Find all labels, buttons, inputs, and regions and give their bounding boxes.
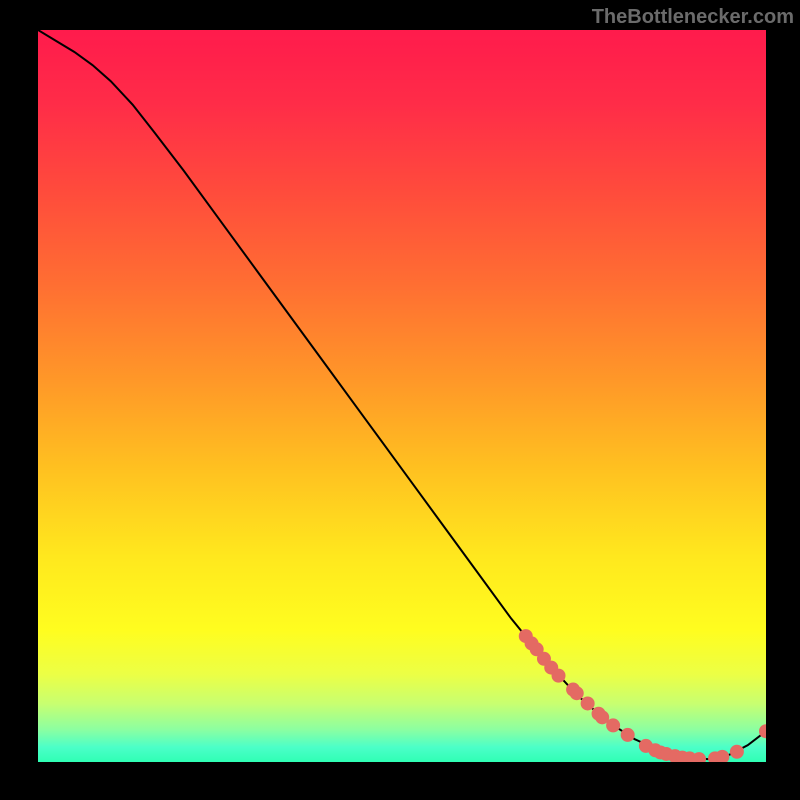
watermark-text: TheBottlenecker.com xyxy=(592,6,794,29)
chart-container: TheBottlenecker.com xyxy=(0,0,800,800)
data-marker xyxy=(621,728,634,741)
plot-area xyxy=(38,30,766,762)
data-marker xyxy=(552,669,565,682)
data-marker xyxy=(581,697,594,710)
data-marker xyxy=(716,750,729,762)
data-marker xyxy=(730,745,743,758)
bottleneck-curve xyxy=(38,30,766,759)
data-marker xyxy=(570,687,583,700)
chart-overlay xyxy=(38,30,766,762)
data-marker xyxy=(693,753,706,762)
data-marker xyxy=(596,711,609,724)
data-marker xyxy=(607,719,620,732)
data-markers xyxy=(519,630,766,762)
